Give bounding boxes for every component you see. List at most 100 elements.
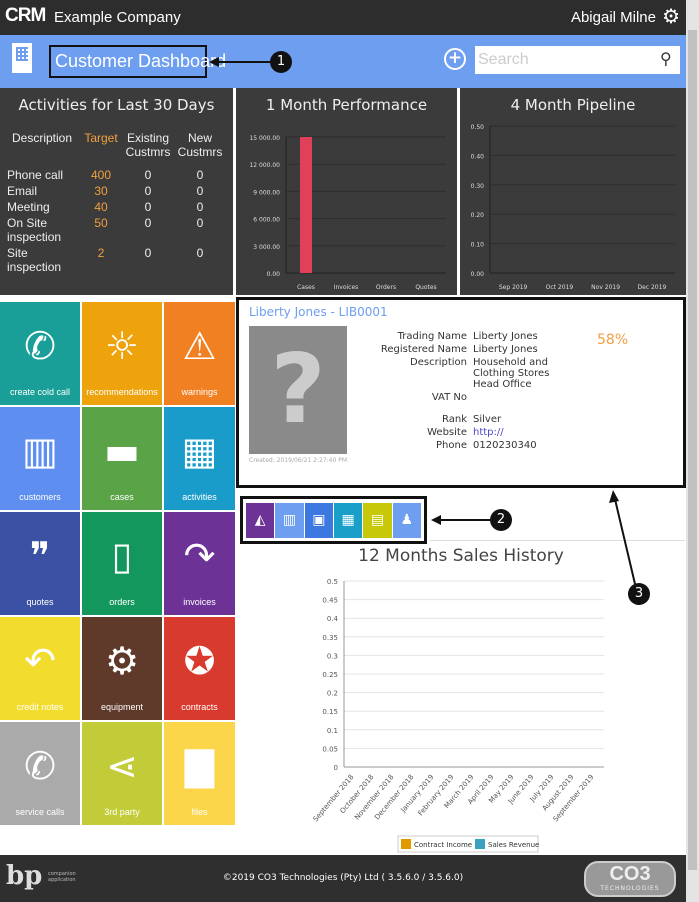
y-tick-label: 0.50 (471, 124, 485, 131)
performance-panel: 1 Month Performance 0.00 3 000.00 6 000.00… (236, 88, 457, 295)
tile-cases[interactable]: ▬ cases (82, 407, 162, 510)
x-tick-label: Cases (297, 284, 315, 291)
tile-quotes[interactable]: ❞ quotes (0, 512, 80, 615)
field-row: Registered Name Liberty Jones (359, 343, 570, 356)
y-tick-label: 0.5 (327, 578, 338, 586)
y-tick-label: 3 000.00 (253, 244, 280, 251)
copyright: ©2019 CO3 Technologies (Pty) Ltd ( 3.5.6… (222, 873, 464, 883)
tile-contracts[interactable]: ✪ contracts (164, 617, 235, 720)
tile-3rd-party[interactable]: ⋖ 3rd party (82, 722, 162, 825)
bp-logo-text: companion application (48, 871, 76, 883)
phone-icon: ✆ (24, 324, 56, 368)
col-header: New Custmrs (177, 131, 223, 159)
table-cell: 0 (196, 200, 204, 214)
tile-label: equipment (100, 702, 144, 712)
y-tick-label: 0.00 (471, 271, 485, 278)
calendar-icon: ▦ (341, 512, 355, 528)
y-tick-label: 9 000.00 (253, 189, 280, 196)
document-icon: ▤ (370, 512, 385, 528)
field-label: Registered Name (380, 344, 467, 355)
y-tick-label: 0.25 (322, 671, 338, 679)
tile-recommendations[interactable]: ☼ recommendations (82, 302, 162, 405)
tile-credit-notes[interactable]: ↶ credit notes (0, 617, 80, 720)
table-cell: 0 (196, 168, 204, 182)
warning-icon: ⚠ (182, 324, 217, 368)
x-tick-label: Quotes (415, 284, 436, 291)
tile-activities[interactable]: ▦ activities (164, 407, 235, 510)
customer-name-link[interactable]: Liberty Jones - LIB0001 (249, 305, 388, 319)
sales-history-title: 12 Months Sales History (358, 546, 564, 566)
placeholder-photo[interactable]: ? (249, 326, 347, 454)
x-tick-label: Dec 2019 (637, 284, 666, 291)
pipeline-panel: 4 Month Pipeline 0.00 0.10 0.20 0.30 0.40 0.5… (460, 88, 686, 295)
tile-label: orders (109, 597, 135, 607)
gear-icon[interactable]: ⚙ (662, 4, 680, 28)
legend-swatch (475, 839, 485, 849)
detail-tab[interactable]: ▥ (275, 503, 304, 538)
field-value: Household and Clothing Stores Head Offic… (473, 357, 550, 390)
table-cell: 0 (144, 246, 152, 260)
calendar-icon: ▦ (181, 429, 218, 473)
briefcase-icon: ▬ (104, 429, 140, 473)
table-cell: 0 (196, 216, 204, 230)
customer-card: Liberty Jones - LIB0001 ? Created: 2019/… (236, 297, 686, 488)
table-cell: Site inspection (7, 246, 62, 274)
table-row: Site inspection 2 0 0 (4, 245, 226, 275)
scrollbar-thumb[interactable] (688, 30, 697, 870)
field-value: Silver (473, 414, 502, 425)
module-tiles: ✆ create cold call ☼ recommendations ⚠ warnin… (0, 302, 235, 825)
field-label: Trading Name (397, 331, 467, 342)
detail-tab[interactable]: ◭ (246, 503, 275, 538)
add-circle-icon[interactable]: + (444, 48, 466, 70)
x-tick-label: Oct 2019 (546, 284, 574, 291)
undo-arrow-icon: ↶ (24, 639, 56, 683)
table-cell: 0 (144, 200, 152, 214)
y-tick-label: 0.10 (471, 242, 485, 249)
tile-label: warnings (181, 387, 218, 397)
tile-warnings[interactable]: ⚠ warnings (164, 302, 235, 405)
detail-tab[interactable]: ▤ (363, 503, 392, 538)
tile-orders[interactable]: ▯ orders (82, 512, 162, 615)
tile-invoices[interactable]: ↷ invoices (164, 512, 235, 615)
phone-icon: ✆ (24, 744, 56, 788)
user-name[interactable]: Abigail Milne (570, 9, 656, 26)
field-label: Website (427, 427, 467, 438)
tile-create-cold-call[interactable]: ✆ create cold call (0, 302, 80, 405)
table-row: Meeting 40 0 0 (4, 199, 226, 215)
field-value[interactable]: http:// (473, 427, 504, 438)
tile-label: service calls (15, 807, 65, 817)
detail-tab[interactable]: ▦ (333, 503, 363, 538)
search-input[interactable] (475, 46, 680, 74)
y-tick-label: 0.15 (322, 708, 338, 716)
col-header: Existing Custmrs (125, 131, 171, 159)
crm-logo[interactable]: CRM (5, 5, 46, 26)
tile-customers[interactable]: ▥ customers (0, 407, 80, 510)
detail-tab[interactable]: ▣ (304, 503, 333, 538)
bp-logo: bp (6, 861, 43, 891)
callout-3: 3 (628, 583, 650, 605)
building-icon (12, 43, 32, 73)
tile-files[interactable]: ▇ files (164, 722, 235, 825)
tile-service-calls[interactable]: ✆ service calls (0, 722, 80, 825)
detail-tab[interactable]: ♟ (392, 503, 421, 538)
y-tick-label: 0.2 (327, 690, 338, 698)
tile-equipment[interactable]: ⚙ equipment (82, 617, 162, 720)
y-tick-label: 15 000.00 (249, 135, 280, 142)
company-name: Example Company (54, 9, 181, 26)
y-tick-label: 6 000.00 (253, 217, 280, 224)
table-cell: 0 (144, 168, 152, 182)
table-cell: 2 (97, 246, 105, 260)
search-icon[interactable]: ⚲ (660, 49, 672, 68)
legend-label: Sales Revenue (488, 841, 539, 849)
field-value (470, 391, 570, 413)
gears-icon: ⚙ (104, 639, 140, 683)
tile-label: quotes (26, 597, 54, 607)
award-icon: ✪ (183, 639, 216, 683)
tile-label: invoices (183, 597, 216, 607)
y-tick-label: 0.40 (471, 153, 485, 160)
table-row: Email 30 0 0 (4, 183, 226, 199)
table-row: Phone call 400 0 0 (4, 167, 226, 183)
share-icon: ⋖ (106, 744, 138, 788)
table-cell: 50 (94, 216, 108, 230)
contact-book-icon: ▣ (312, 512, 326, 528)
